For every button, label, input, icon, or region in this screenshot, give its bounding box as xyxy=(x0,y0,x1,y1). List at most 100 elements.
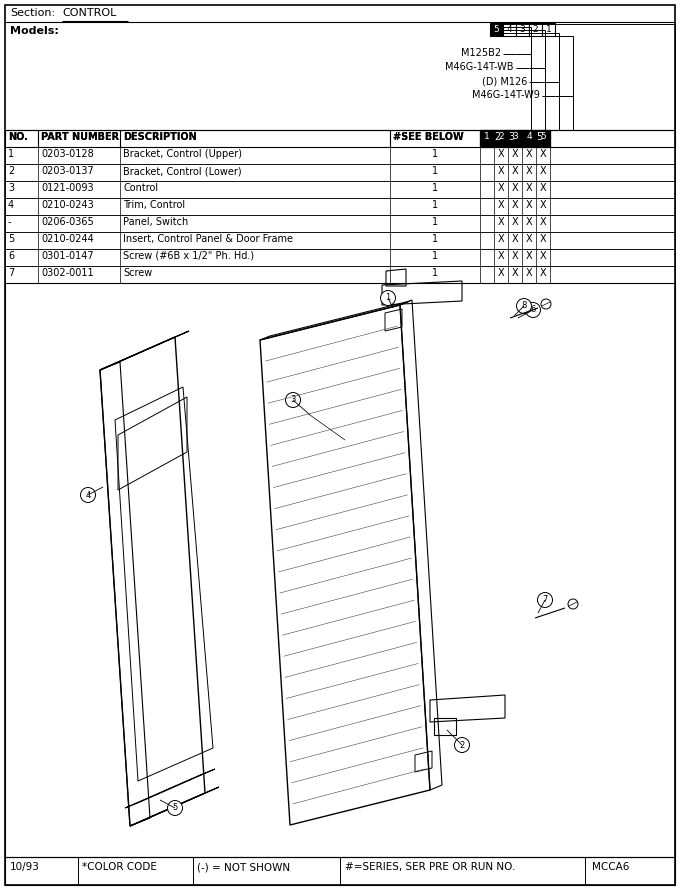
Text: 7: 7 xyxy=(8,268,14,278)
Text: 1: 1 xyxy=(432,234,438,244)
Text: 1: 1 xyxy=(432,183,438,193)
Text: X: X xyxy=(498,268,505,278)
Text: X: X xyxy=(526,200,532,210)
Circle shape xyxy=(541,299,551,309)
Text: X: X xyxy=(540,183,546,193)
Text: 5: 5 xyxy=(536,132,542,142)
Text: 4: 4 xyxy=(526,132,532,141)
Text: X: X xyxy=(526,251,532,261)
Text: X: X xyxy=(540,268,546,278)
Circle shape xyxy=(537,593,552,608)
Text: (-) = NOT SHOWN: (-) = NOT SHOWN xyxy=(197,862,290,872)
Text: M46G-14T-W9: M46G-14T-W9 xyxy=(472,90,540,100)
Text: 1: 1 xyxy=(432,200,438,210)
Circle shape xyxy=(517,298,532,313)
Text: PART NUMBER: PART NUMBER xyxy=(41,132,119,142)
Bar xyxy=(536,130,550,147)
Bar xyxy=(5,181,675,198)
Text: X: X xyxy=(511,166,518,176)
Bar xyxy=(542,23,555,36)
Bar xyxy=(508,130,522,147)
Text: X: X xyxy=(540,251,546,261)
Text: X: X xyxy=(498,149,505,159)
Text: M125B2: M125B2 xyxy=(461,48,501,58)
Text: -: - xyxy=(8,217,12,227)
Text: 2: 2 xyxy=(460,740,464,749)
Text: (D) M126: (D) M126 xyxy=(481,76,527,86)
Text: 1: 1 xyxy=(432,217,438,227)
Text: Screw (#6B x 1/2" Ph. Hd.): Screw (#6B x 1/2" Ph. Hd.) xyxy=(123,251,254,261)
Text: #=SERIES, SER PRE OR RUN NO.: #=SERIES, SER PRE OR RUN NO. xyxy=(345,862,515,872)
Text: 5: 5 xyxy=(494,25,499,34)
Circle shape xyxy=(167,800,182,815)
Text: 0210-0243: 0210-0243 xyxy=(41,200,94,210)
Text: 1: 1 xyxy=(545,25,551,34)
Text: X: X xyxy=(526,166,532,176)
Bar xyxy=(494,130,508,147)
Bar xyxy=(529,23,542,36)
Text: X: X xyxy=(526,149,532,159)
Text: 4: 4 xyxy=(8,200,14,210)
Text: 1: 1 xyxy=(432,251,438,261)
Text: X: X xyxy=(511,200,518,210)
Text: 2: 2 xyxy=(8,166,14,176)
Text: X: X xyxy=(540,217,546,227)
Text: X: X xyxy=(498,217,505,227)
Text: 1: 1 xyxy=(484,132,490,141)
Text: X: X xyxy=(526,234,532,244)
Bar xyxy=(516,23,529,36)
Text: X: X xyxy=(498,234,505,244)
Text: 2: 2 xyxy=(498,132,504,141)
Bar xyxy=(5,215,675,232)
Bar xyxy=(494,130,508,147)
Text: X: X xyxy=(540,149,546,159)
Text: 1: 1 xyxy=(432,268,438,278)
Text: 3: 3 xyxy=(508,132,514,142)
Text: Bracket, Control (Lower): Bracket, Control (Lower) xyxy=(123,166,241,176)
Text: DESCRIPTION: DESCRIPTION xyxy=(123,132,197,142)
Circle shape xyxy=(526,303,541,318)
Bar xyxy=(522,130,536,147)
Text: 10/93: 10/93 xyxy=(10,862,40,872)
Text: X: X xyxy=(511,149,518,159)
Bar xyxy=(5,147,675,164)
Text: Bracket, Control (Upper): Bracket, Control (Upper) xyxy=(123,149,242,159)
Text: 5: 5 xyxy=(540,132,546,141)
Text: X: X xyxy=(498,166,505,176)
Text: 4: 4 xyxy=(522,132,528,142)
Text: Models:: Models: xyxy=(10,26,59,36)
Circle shape xyxy=(286,392,301,408)
Bar xyxy=(508,130,522,147)
Bar xyxy=(522,130,536,147)
Text: #SEE BELOW: #SEE BELOW xyxy=(393,132,464,142)
Text: X: X xyxy=(498,183,505,193)
Text: X: X xyxy=(511,268,518,278)
Bar xyxy=(5,130,675,147)
Text: 3: 3 xyxy=(520,25,526,34)
Text: X: X xyxy=(526,183,532,193)
Text: DESCRIPTION: DESCRIPTION xyxy=(123,132,197,142)
Circle shape xyxy=(381,290,396,305)
Text: 7: 7 xyxy=(543,595,547,604)
Text: 6: 6 xyxy=(8,251,14,261)
Text: Section:: Section: xyxy=(10,8,55,18)
Text: 0203-0137: 0203-0137 xyxy=(41,166,94,176)
Text: 0302-0011: 0302-0011 xyxy=(41,268,94,278)
Text: 6: 6 xyxy=(530,305,536,314)
Text: 4: 4 xyxy=(507,25,512,34)
Text: 1: 1 xyxy=(432,166,438,176)
Text: X: X xyxy=(511,217,518,227)
Text: M46G-14T-WB: M46G-14T-WB xyxy=(445,62,514,72)
Text: 0206-0365: 0206-0365 xyxy=(41,217,94,227)
Bar xyxy=(5,198,675,215)
Text: X: X xyxy=(511,234,518,244)
Text: 8: 8 xyxy=(522,302,527,311)
Text: NO.: NO. xyxy=(8,132,28,142)
Text: NO.: NO. xyxy=(8,132,28,142)
Text: 4: 4 xyxy=(86,490,90,499)
Bar xyxy=(5,283,675,857)
Bar xyxy=(5,249,675,266)
Text: X: X xyxy=(511,183,518,193)
Text: 0210-0244: 0210-0244 xyxy=(41,234,94,244)
Bar xyxy=(480,130,494,147)
